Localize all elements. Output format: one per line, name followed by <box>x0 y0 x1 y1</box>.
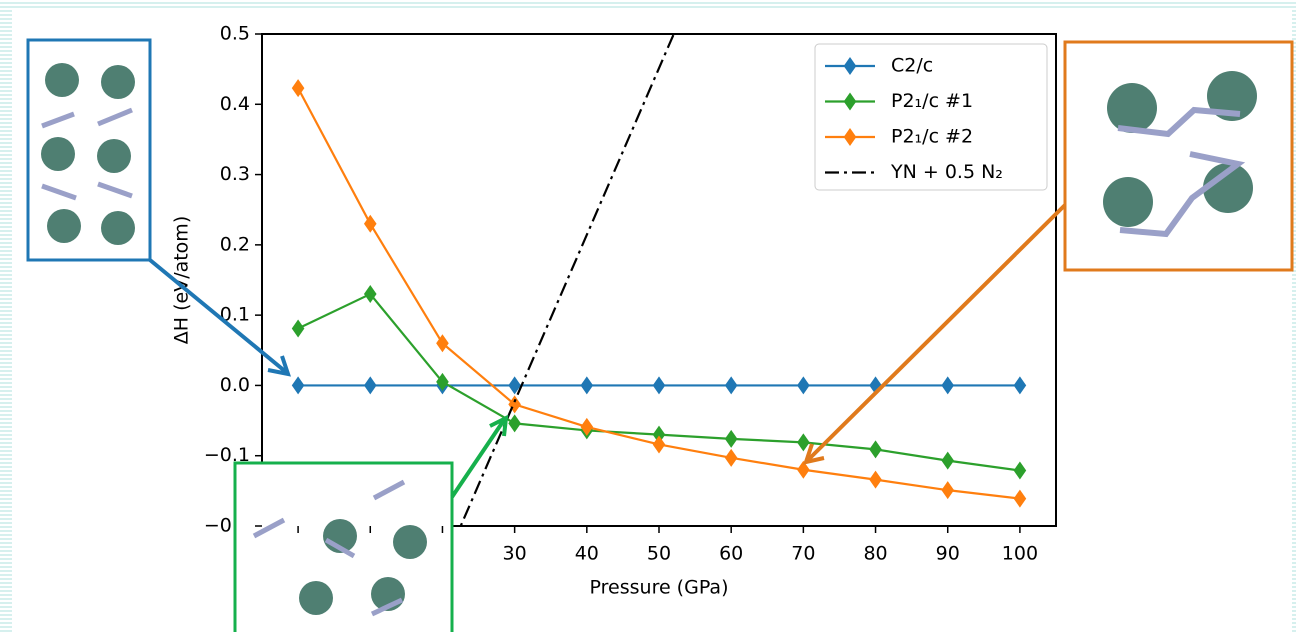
data-point <box>508 414 521 432</box>
y-tick-label: 0.2 <box>220 233 250 255</box>
x-tick-label: 70 <box>791 543 815 565</box>
data-point <box>725 449 738 467</box>
legend-label: P2₁/c #1 <box>891 90 973 112</box>
data-point <box>869 440 882 458</box>
x-tick-label: 40 <box>575 543 599 565</box>
pointer-arrows <box>150 205 1065 497</box>
data-point <box>941 481 954 499</box>
x-tick-label: 90 <box>936 543 960 565</box>
y-tick-label: 0.5 <box>220 23 250 45</box>
legend-label: C2/c <box>891 55 933 77</box>
data-point <box>292 376 305 394</box>
data-point <box>653 435 666 453</box>
data-point <box>1014 461 1027 479</box>
data-point <box>941 376 954 394</box>
x-tick-label: 80 <box>863 543 887 565</box>
x-axis-label: Pressure (GPa) <box>590 577 729 599</box>
page: {"chart_data": { "type": "line", "xlabel… <box>0 0 1296 632</box>
y-tick-label: 0.3 <box>220 163 250 185</box>
inset-orange <box>1065 42 1292 270</box>
chart: Pressure (GPa) ΔH (eV/atom) C2/cP2₁/c #1… <box>0 0 1296 632</box>
inset-blue <box>28 40 150 260</box>
data-point <box>653 376 666 394</box>
legend-label: P2₁/c #2 <box>891 126 973 148</box>
legend: C2/c P2₁/c #1 P2₁/c #2 YN + 0.5 N₂ <box>815 44 1047 190</box>
x-tick-label: 100 <box>1002 543 1038 565</box>
y-tick-label: 0.0 <box>220 374 250 396</box>
x-tick-label: 30 <box>503 543 527 565</box>
inset-green <box>235 463 452 632</box>
legend-label: YN + 0.5 N₂ <box>890 161 1003 183</box>
y-tick-label: 0.4 <box>220 93 250 115</box>
series-line <box>442 0 695 568</box>
x-tick-label: 50 <box>647 543 671 565</box>
data-point <box>725 430 738 448</box>
data-point <box>797 376 810 394</box>
data-point <box>292 319 305 337</box>
data-point <box>364 376 377 394</box>
data-point <box>1014 490 1027 508</box>
data-point <box>725 376 738 394</box>
x-tick-label: 60 <box>719 543 743 565</box>
data-point <box>797 433 810 451</box>
data-point <box>581 418 594 436</box>
data-point <box>581 376 594 394</box>
data-point <box>941 452 954 470</box>
data-point <box>1014 376 1027 394</box>
data-point <box>869 471 882 489</box>
